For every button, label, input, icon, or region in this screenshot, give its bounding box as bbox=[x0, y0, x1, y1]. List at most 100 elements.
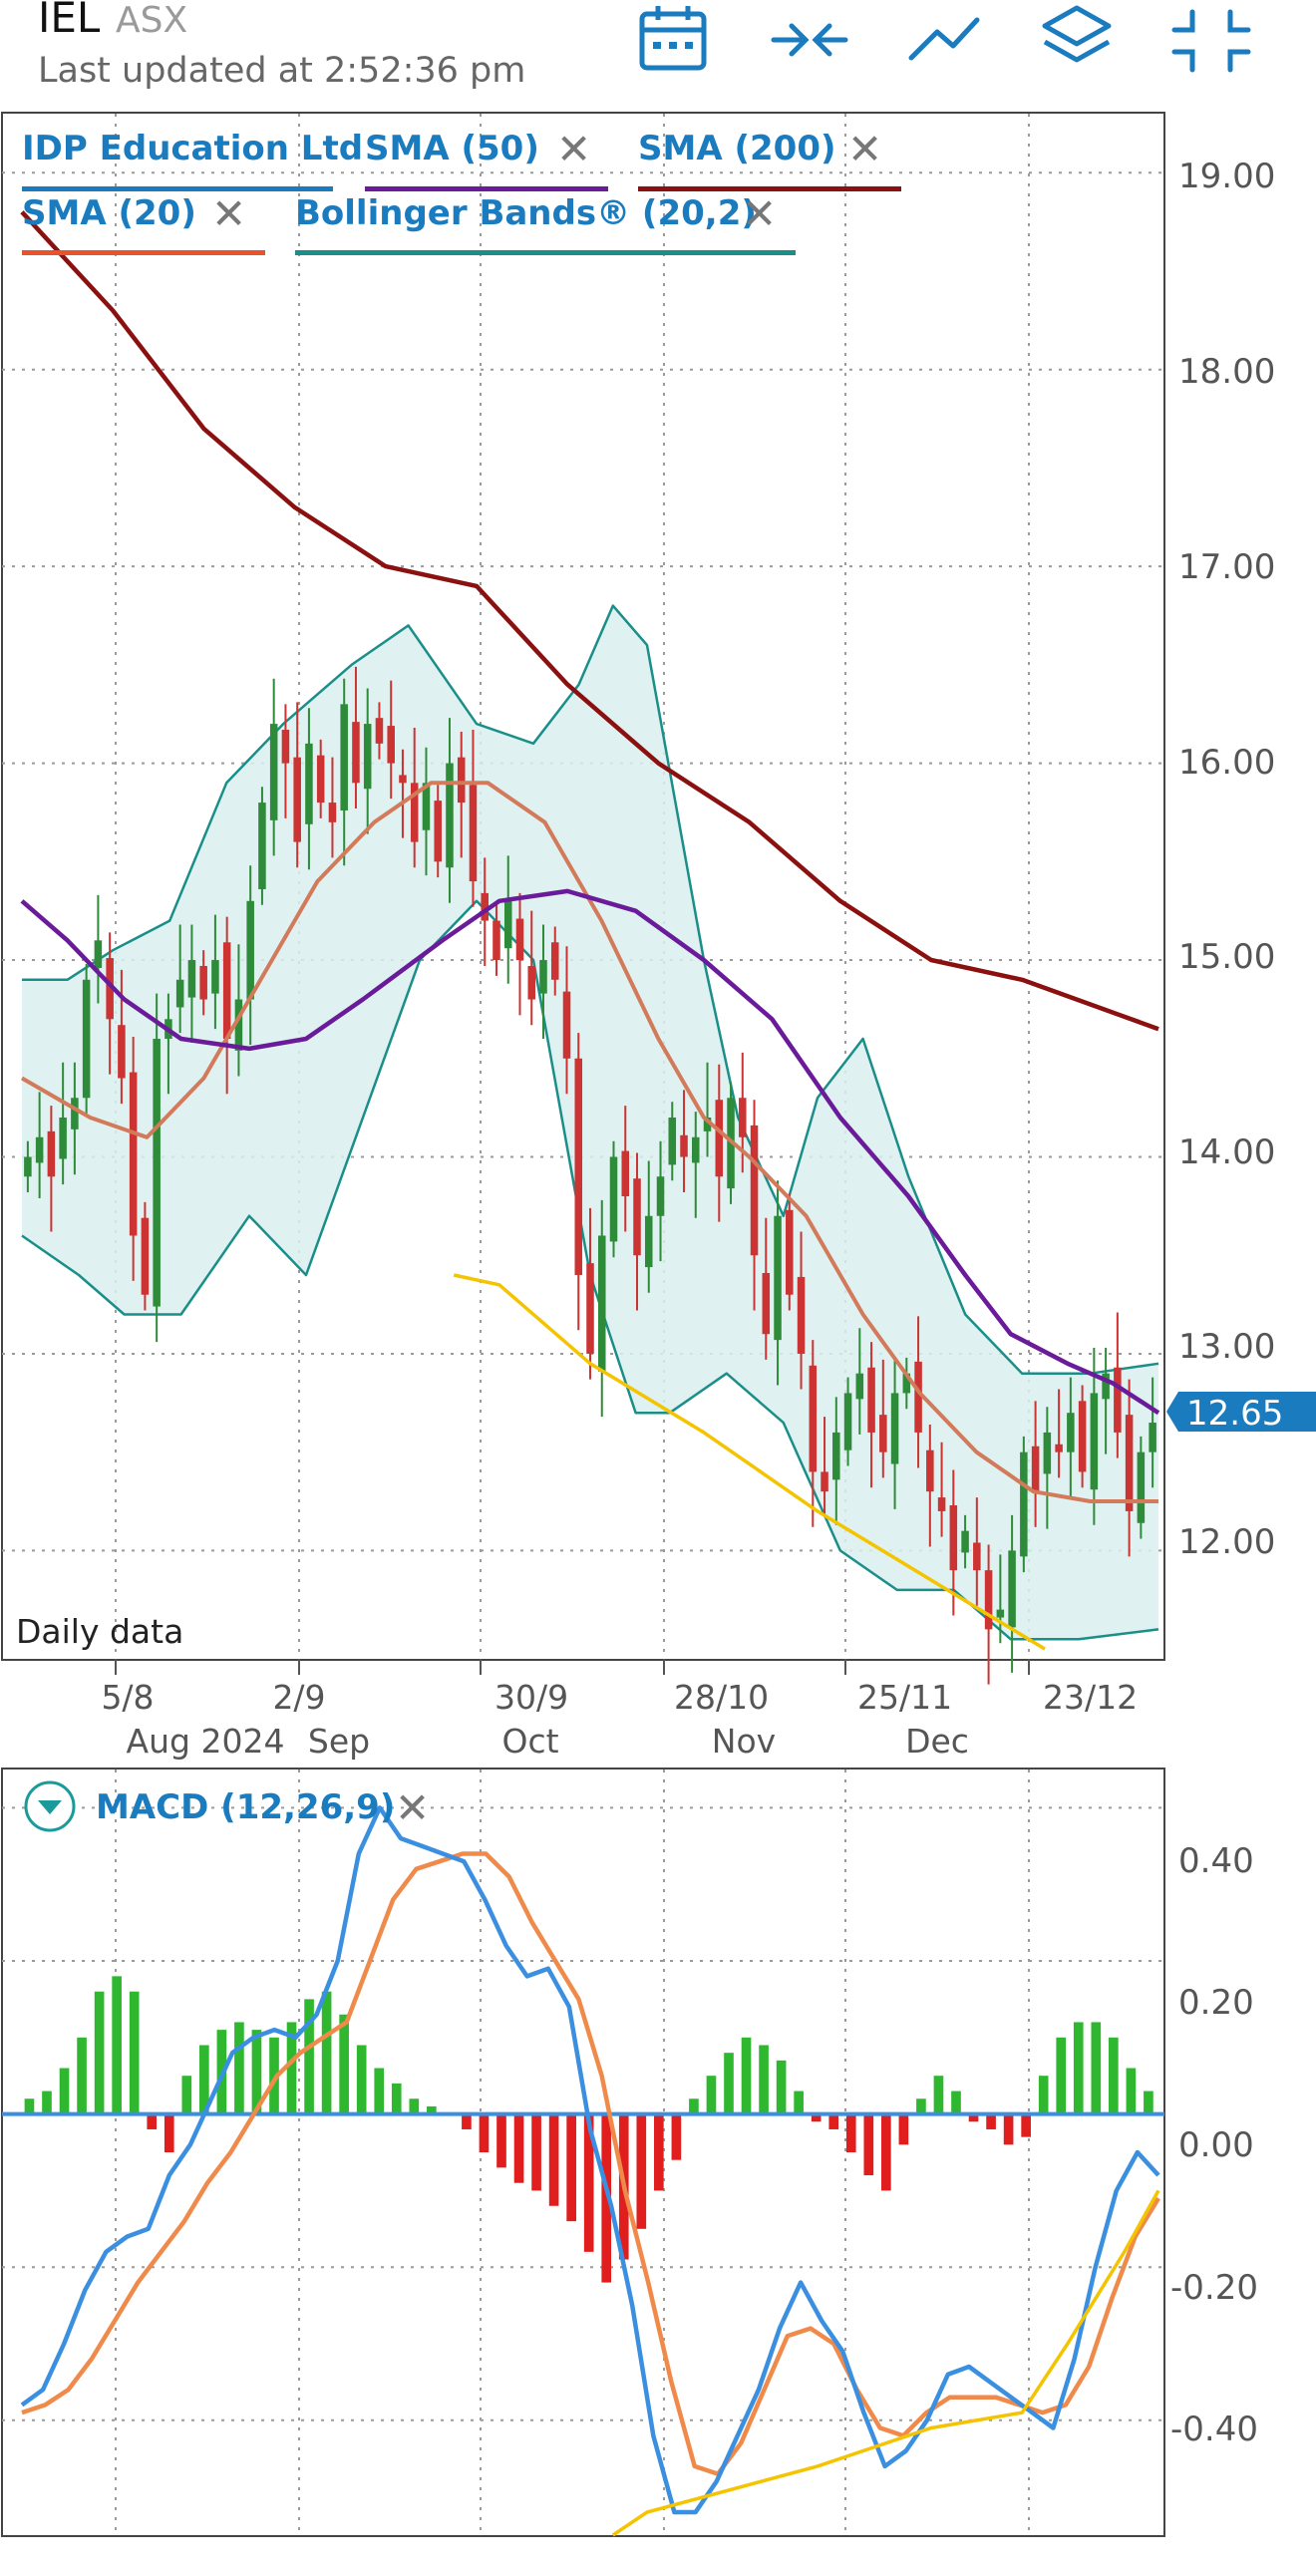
remove-macd-button[interactable]: ✕ bbox=[395, 1783, 430, 1832]
macd-histogram-bar bbox=[1144, 2091, 1153, 2114]
macd-label[interactable]: MACD (12,26,9) bbox=[96, 1787, 395, 1827]
remove-sma50-button[interactable]: ✕ bbox=[556, 125, 591, 173]
macd-histogram-bar bbox=[916, 2098, 926, 2114]
macd-y-tick: 0.00 bbox=[1178, 2125, 1254, 2165]
legend-underline bbox=[22, 250, 265, 255]
candle-body bbox=[1102, 1373, 1110, 1400]
sma200-line bbox=[20, 210, 1159, 1032]
macd-histogram-bar bbox=[566, 2113, 576, 2222]
date-tick: 25/11 bbox=[857, 1678, 952, 1717]
macd-histogram-bar bbox=[391, 2083, 402, 2114]
candle-body bbox=[457, 757, 466, 804]
macd-histogram-bar bbox=[601, 2113, 612, 2283]
macd-y-tick: 0.20 bbox=[1178, 1983, 1254, 2023]
candle-body bbox=[562, 991, 571, 1059]
macd-legend: MACD (12,26,9) ✕ bbox=[24, 1780, 430, 1832]
macd-histogram-bar bbox=[59, 2068, 70, 2114]
candle-body bbox=[668, 1118, 677, 1165]
remove-sma200-button[interactable]: ✕ bbox=[847, 125, 882, 173]
candle-body bbox=[71, 1098, 79, 1129]
legend-sma50[interactable]: SMA (50) bbox=[365, 129, 539, 168]
price-y-tick: 12.00 bbox=[1178, 1522, 1275, 1562]
macd-histogram-bar bbox=[933, 2076, 944, 2114]
macd-histogram-bar bbox=[548, 2113, 559, 2206]
candle-body bbox=[527, 965, 535, 1000]
legend-underline bbox=[22, 186, 333, 191]
candle-body bbox=[750, 1125, 759, 1256]
macd-histogram-bar bbox=[234, 2022, 244, 2114]
compress-arrows-icon[interactable] bbox=[771, 23, 848, 57]
candle-body bbox=[422, 783, 431, 830]
legend-underline bbox=[365, 186, 608, 191]
macd-histogram-bar bbox=[636, 2113, 647, 2229]
macd-y-tick: 0.40 bbox=[1178, 1841, 1254, 1881]
candle-body bbox=[246, 900, 254, 1000]
date-tick: 28/10 bbox=[674, 1678, 769, 1717]
last-updated: Last updated at 2:52:36 pm bbox=[38, 51, 525, 91]
candle-body bbox=[118, 1025, 126, 1079]
macd-y-tick: -0.20 bbox=[1170, 2268, 1258, 2308]
candle-body bbox=[269, 724, 278, 820]
candle-body bbox=[1008, 1550, 1016, 1628]
date-axis: 5/8 Aug 2024 2/9 Sep 30/9 Oct 28/10 Nov … bbox=[101, 1678, 1138, 1761]
price-y-tick: 19.00 bbox=[1178, 157, 1275, 196]
macd-histogram-bar bbox=[706, 2076, 717, 2114]
macd-histogram-bar bbox=[1126, 2068, 1137, 2114]
candle-body bbox=[469, 785, 478, 882]
macd-line bbox=[20, 1805, 1160, 2515]
candle-body bbox=[1031, 1446, 1040, 1492]
candle-body bbox=[363, 724, 372, 790]
daily-data-label: Daily data bbox=[16, 1612, 183, 1651]
macd-histogram-bar bbox=[24, 2098, 35, 2114]
macd-histogram-bar bbox=[776, 2060, 787, 2114]
candle-body bbox=[902, 1373, 911, 1394]
macd-histogram-bar bbox=[1003, 2113, 1014, 2145]
legend-sma200[interactable]: SMA (200) bbox=[638, 129, 836, 168]
line-chart-icon[interactable] bbox=[908, 17, 980, 61]
remove-sma20-button[interactable]: ✕ bbox=[211, 189, 246, 238]
candle-body bbox=[293, 757, 301, 842]
candle-body bbox=[387, 726, 395, 764]
macd-histogram-bar bbox=[409, 2098, 420, 2114]
candle-body bbox=[984, 1570, 993, 1630]
macd-histogram-bar bbox=[129, 1991, 140, 2114]
legend-stock-name[interactable]: IDP Education Ltd bbox=[22, 129, 363, 168]
candle-body bbox=[234, 999, 243, 1051]
candle-body bbox=[1020, 1451, 1028, 1557]
macd-histogram-bar bbox=[794, 2091, 804, 2114]
macd-histogram-bar bbox=[689, 2098, 699, 2114]
macd-histogram-bar bbox=[845, 2113, 856, 2152]
price-y-tick: 16.00 bbox=[1178, 743, 1275, 783]
candle-body bbox=[106, 958, 114, 1020]
macd-histogram-bar bbox=[1038, 2076, 1049, 2114]
candle-body bbox=[797, 1276, 806, 1354]
price-y-tick: 13.00 bbox=[1178, 1327, 1275, 1367]
price-y-tick: 15.00 bbox=[1178, 937, 1275, 977]
calendar-icon[interactable] bbox=[639, 6, 707, 71]
layers-icon[interactable] bbox=[1042, 5, 1112, 63]
candle-body bbox=[879, 1415, 887, 1452]
macd-histogram-bar bbox=[1021, 2113, 1031, 2137]
remove-bollinger-button[interactable]: ✕ bbox=[742, 189, 777, 238]
candle-body bbox=[597, 1235, 606, 1372]
candle-body bbox=[692, 1136, 700, 1163]
date-tick: 2/9 bbox=[272, 1678, 325, 1717]
macd-histogram-bar bbox=[1073, 2022, 1084, 2114]
candle-body bbox=[47, 1130, 56, 1177]
candle-body bbox=[153, 1039, 161, 1307]
macd-y-tick: -0.40 bbox=[1170, 2410, 1258, 2449]
candle-body bbox=[914, 1361, 922, 1433]
minimize-icon[interactable] bbox=[1171, 9, 1251, 73]
macd-signal-line bbox=[21, 1851, 1160, 2476]
legend-sma20[interactable]: SMA (20) bbox=[22, 193, 196, 233]
macd-histogram-bar bbox=[671, 2113, 682, 2160]
date-tick: 23/12 bbox=[1043, 1678, 1138, 1717]
candle-body bbox=[141, 1217, 150, 1295]
candle-body bbox=[446, 763, 454, 868]
macd-histogram-bar bbox=[968, 2113, 979, 2122]
legend-bollinger[interactable]: Bollinger Bands® (20,2) bbox=[295, 193, 757, 233]
candle-body bbox=[680, 1134, 688, 1157]
candle-body bbox=[187, 960, 196, 998]
macd-histogram-bar bbox=[741, 2037, 752, 2114]
